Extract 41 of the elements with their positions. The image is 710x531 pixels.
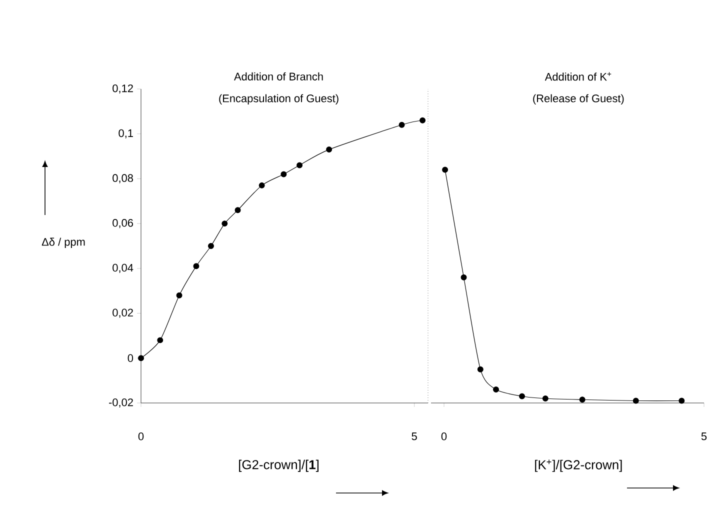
y-axis-title: Δδ / ppm (42, 238, 85, 248)
annotation: (Release of Guest) (533, 94, 624, 104)
y-tick-label: 0,02 (112, 308, 133, 318)
y-tick-label: 0,08 (112, 174, 133, 184)
point (258, 182, 265, 188)
point (632, 398, 639, 404)
point (138, 355, 144, 362)
x-axis-title: [K$^{+}$]/[G2-crown] (535, 460, 622, 472)
point (193, 263, 200, 270)
y-tick-label: -0,02 (108, 398, 133, 408)
y-tick-label: 0 (128, 354, 134, 362)
point (678, 398, 685, 404)
x-tick-label: 0 (441, 432, 447, 440)
text: Addition of Branch (234, 72, 323, 80)
point (442, 166, 448, 173)
x-tick-label: 5 (412, 432, 417, 440)
point (234, 207, 241, 214)
point (579, 396, 586, 403)
point (519, 393, 525, 400)
point (493, 386, 499, 393)
point (208, 242, 214, 249)
point (460, 274, 467, 280)
point (222, 220, 228, 227)
x-tick-label: 5 (701, 432, 707, 440)
point (542, 396, 548, 402)
point (157, 337, 164, 344)
point (420, 117, 426, 124)
annotation: (Encapsulation of Guest) (219, 94, 338, 104)
point (398, 122, 405, 128)
x-tick-label: 0 (138, 432, 144, 440)
text: Addition of K$^{+}$ (544, 72, 612, 81)
y-tick-label: 0,1 (118, 129, 133, 138)
x-axis-title: [G2-crown]/[1] (239, 460, 319, 472)
point (176, 292, 182, 298)
point (326, 146, 332, 153)
y-tick-label: 0,12 (112, 84, 133, 94)
point (296, 162, 303, 168)
point (280, 171, 287, 178)
y-tick-label: 0,06 (112, 219, 133, 228)
y-tick-label: 0,04 (112, 264, 134, 273)
point (477, 366, 484, 372)
